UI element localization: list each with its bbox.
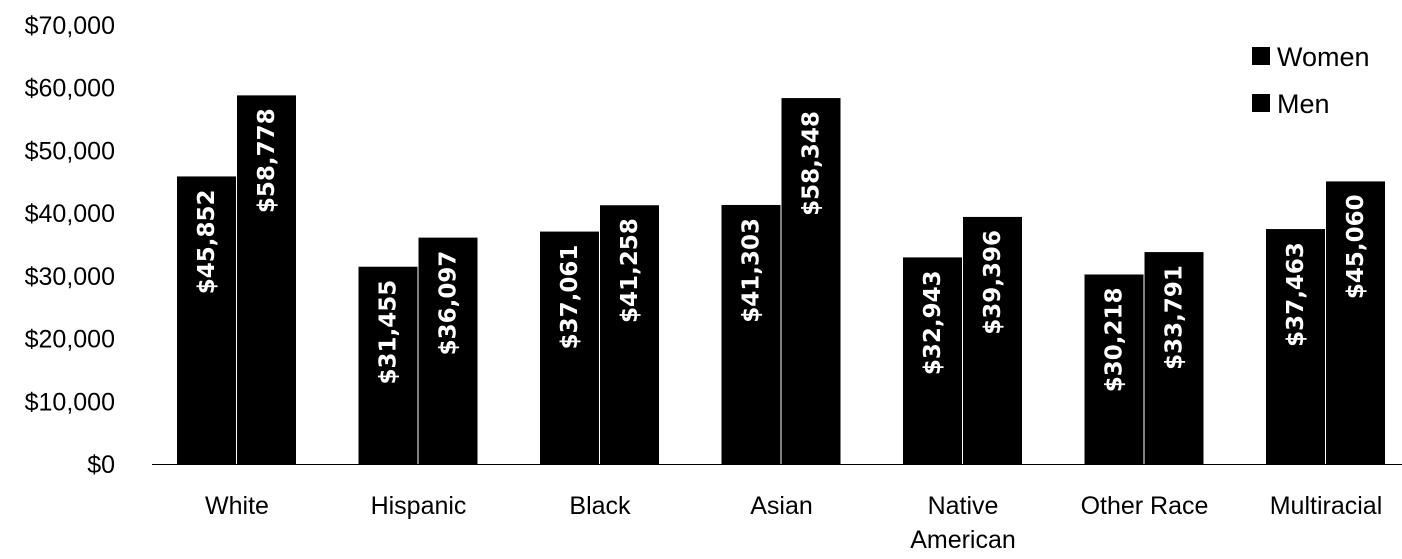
bar-men [963, 216, 1022, 464]
bar-women [721, 204, 781, 464]
x-axis: White Hispanic Black Asian Native American Oth… [205, 492, 1382, 554]
x-tick-label: Multiracial [1270, 492, 1383, 520]
y-tick-label: $60,000 [25, 75, 115, 103]
x-tick-label: Other Race [1081, 492, 1209, 520]
legend: Women Men [1252, 42, 1370, 119]
bar-women [358, 266, 418, 464]
data-label: $58,348 [799, 111, 825, 216]
bar-men [1144, 252, 1204, 464]
y-tick-label: $50,000 [25, 137, 115, 165]
bar-men [237, 95, 296, 465]
data-label: $58,778 [254, 108, 280, 213]
y-axis: $0 $10,000 $20,000 $30,000 $40,000 $50,000 $60… [25, 12, 115, 479]
y-tick-label: $0 [87, 451, 115, 479]
y-tick-label: $10,000 [25, 388, 115, 416]
data-label: $30,218 [1102, 287, 1128, 392]
bar-women [1084, 274, 1144, 464]
bar-women [1266, 229, 1325, 464]
x-tick-label: Native [928, 492, 999, 520]
data-label: $32,943 [920, 270, 946, 375]
x-tick-label: White [205, 492, 269, 520]
y-tick-label: $30,000 [25, 263, 115, 291]
data-label: $45,060 [1343, 194, 1369, 299]
data-label: $41,303 [739, 218, 765, 323]
y-tick-label: $70,000 [25, 12, 115, 40]
bars: $45,852 $58,778 $31,455 $36,097 $37,061 $41,2… [177, 95, 1385, 465]
bar-men [781, 98, 841, 465]
data-label: $37,463 [1283, 242, 1309, 347]
data-label: $45,852 [194, 189, 220, 294]
legend-swatch [1252, 47, 1270, 65]
data-label: $36,097 [436, 251, 462, 356]
data-label: $39,396 [980, 230, 1006, 335]
data-label: $41,258 [617, 218, 643, 323]
y-tick-label: $20,000 [25, 326, 115, 354]
data-label: $31,455 [376, 280, 402, 385]
legend-swatch [1252, 94, 1270, 112]
x-tick-label: Hispanic [371, 492, 467, 520]
x-tick-label: Black [569, 492, 631, 520]
bar-women [540, 231, 599, 464]
bar-women [903, 257, 962, 464]
bar-men [1326, 181, 1385, 464]
legend-label: Women [1277, 42, 1370, 72]
bar-men [418, 237, 478, 464]
x-tick-label: Asian [750, 492, 813, 520]
bar-women [177, 176, 236, 465]
y-tick-label: $40,000 [25, 200, 115, 228]
data-label: $37,061 [557, 245, 583, 350]
legend-label: Men [1277, 89, 1330, 119]
bar-men [600, 205, 659, 464]
x-tick-label: American [910, 526, 1016, 554]
data-label: $33,791 [1162, 265, 1188, 370]
